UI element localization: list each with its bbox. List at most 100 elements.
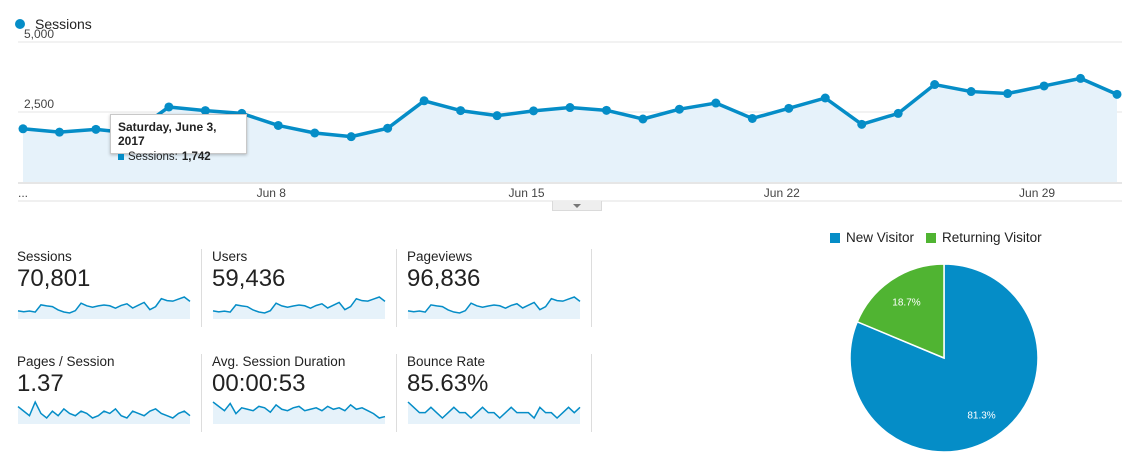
sessions-point[interactable] [1039,81,1049,91]
sessions-point[interactable] [492,111,502,121]
sparkline-area [18,297,190,319]
tooltip-series-label: Sessions: [128,151,178,163]
metric-sparkline [212,296,386,319]
sparkline-line [17,400,191,420]
y-tick-label: 2,500 [24,97,54,111]
sessions-point[interactable] [747,113,757,123]
metric-value: 1.37 [17,370,64,397]
sessions-point[interactable] [91,124,101,134]
collapse-chart-toggle[interactable] [552,201,602,211]
pie-slice-returning-visitor[interactable] [856,263,945,360]
metric-value: 70,801 [17,265,91,292]
metric-label: Users [212,249,248,264]
sessions-point[interactable] [966,87,976,97]
metric-sparkline [17,400,191,424]
sparkline-area [213,402,385,424]
x-tick-label: Jun 8 [257,186,287,200]
metric-pageviews[interactable]: Pageviews 96,836 [407,249,587,324]
pie-legend: New Visitor Returning Visitor [830,230,1054,245]
sessions-point[interactable] [1076,73,1086,83]
sparkline-line [212,401,386,419]
metric-divider [201,249,202,327]
sparkline-line [212,296,386,314]
metric-label: Bounce Rate [407,354,486,369]
metric-divider [201,354,202,432]
metric-sparkline [407,296,581,319]
sessions-point[interactable] [601,105,611,115]
sessions-point[interactable] [529,106,539,116]
metric-label: Avg. Session Duration [212,354,346,369]
sessions-point[interactable] [930,80,940,90]
sessions-point[interactable] [456,106,466,116]
metric-sessions[interactable]: Sessions 70,801 [17,249,197,324]
sessions-point[interactable] [273,120,283,130]
x-tick-label: Jun 15 [509,186,545,200]
metric-label: Sessions [17,249,72,264]
metric-divider [591,249,592,327]
returning-visitor-square-icon [926,232,937,243]
sparkline-area [18,402,190,424]
tooltip-value: 1,742 [181,151,211,163]
sessions-point[interactable] [310,128,320,138]
sessions-point[interactable] [638,114,648,124]
sessions-point[interactable] [164,102,174,112]
pie-legend-label: New Visitor [846,230,915,245]
visitor-pie-chart: 81.3% 18.7% [849,263,1039,453]
sparkline-line [17,296,191,314]
sessions-point[interactable] [674,104,684,114]
x-tick-label: ... [18,186,28,200]
sparkline-line [407,401,581,420]
sparkline-area [408,297,580,319]
sessions-point[interactable] [346,132,356,142]
chevron-down-icon [573,203,581,208]
sessions-point[interactable] [18,124,28,134]
new-visitor-square-icon [830,232,840,243]
sessions-line-chart: 5,000 2,500... Jun 8 Jun 15 Jun 22 Jun 29 [18,27,1122,202]
sessions-point[interactable] [54,127,64,137]
y-tick-label: 5,000 [24,27,54,41]
metric-divider [396,354,397,432]
metric-bounce-rate[interactable]: Bounce Rate 85.63% [407,354,587,429]
metric-sparkline [407,401,581,424]
metric-sparkline [212,401,386,424]
metric-users[interactable]: Users 59,436 [212,249,392,324]
metric-sparkline [17,296,191,319]
x-tick-label: Jun 29 [1019,186,1055,200]
metric-divider [396,249,397,327]
sessions-legend-dot-icon [15,19,25,29]
pie-legend-label: Returning Visitor [942,230,1042,245]
sessions-legend-label: Sessions [35,16,92,32]
sessions-point[interactable] [1003,89,1013,99]
sessions-point[interactable] [200,106,210,116]
pie-legend-item-new-visitor[interactable]: New Visitor [830,230,914,245]
sessions-point[interactable] [419,96,429,106]
sessions-point[interactable] [711,98,721,108]
sessions-legend[interactable]: Sessions [15,16,92,32]
sessions-point[interactable] [893,108,903,118]
sessions-point[interactable] [565,103,575,113]
sessions-point[interactable] [383,123,393,133]
pie-slice-label: 18.7% [892,298,920,309]
pie-slice-label: 81.3% [967,410,995,421]
x-tick-label: Jun 22 [764,186,800,200]
sparkline-line [407,296,581,314]
sessions-point[interactable] [857,119,867,129]
data-point-tooltip: Saturday, June 3, 2017 Sessions: 1,742 [110,114,247,163]
sessions-point[interactable] [784,103,794,113]
pie-legend-item-returning-visitor[interactable]: Returning Visitor [926,230,1042,245]
metric-divider [591,354,592,432]
metric-value: 96,836 [407,265,481,292]
metric-avg-session-duration[interactable]: Avg. Session Duration 00:00:53 [212,354,392,429]
metric-pages-per-session[interactable]: Pages / Session 1.37 [17,354,197,429]
sessions-area [23,78,1117,182]
metric-label: Pageviews [407,249,473,264]
tooltip-date: Saturday, June 3, 2017 [118,120,217,148]
sessions-point[interactable] [820,93,830,103]
sessions-point[interactable] [1112,89,1122,99]
sparkline-area [213,297,385,319]
metric-value: 00:00:53 [212,370,306,397]
metric-label: Pages / Session [17,354,115,369]
tooltip-series-square-icon [118,154,124,160]
tooltip-row: Sessions: 1,742 [118,151,239,163]
metric-value: 59,436 [212,265,286,292]
